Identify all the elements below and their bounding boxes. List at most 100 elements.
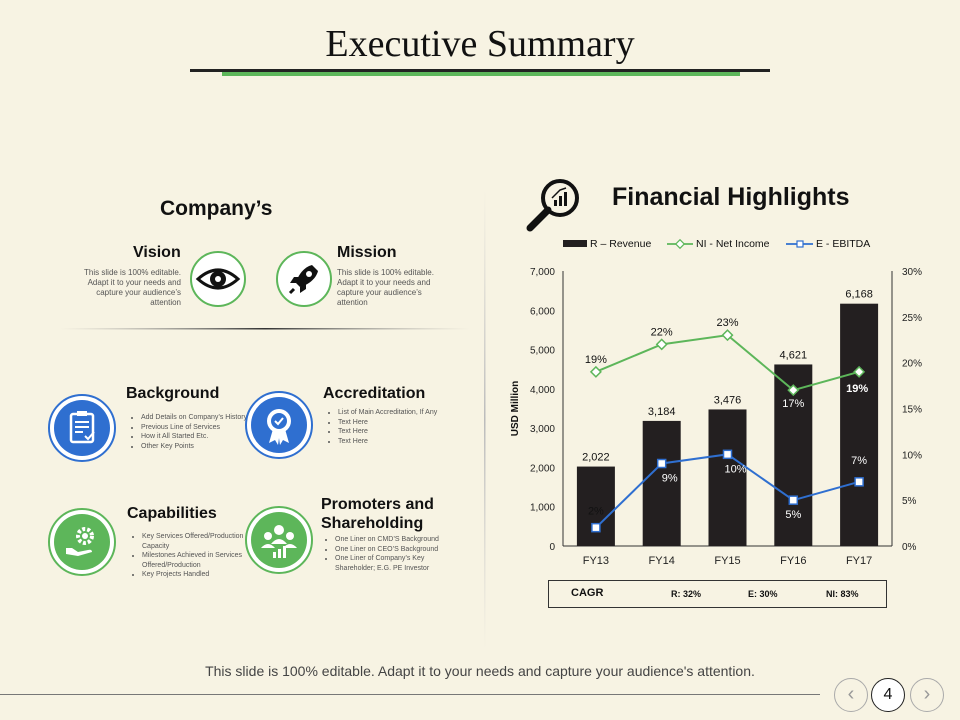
x-tick-label: FY17 <box>846 555 872 567</box>
y-tick-label: 2,000 <box>530 463 555 474</box>
legend-revenue-label: R – Revenue <box>590 238 651 250</box>
footer-line <box>0 694 820 695</box>
list-item: List of Main Accreditation, If Any <box>338 408 450 418</box>
cagr-net-income: NI: 83% <box>826 589 859 599</box>
promoters-title: Promoters and Shareholding <box>321 496 434 532</box>
x-tick-label: FY14 <box>649 555 675 567</box>
list-item: Text Here <box>338 418 450 428</box>
net-income-data-label: 19% <box>846 383 868 395</box>
page-title: Executive Summary <box>325 23 635 65</box>
revenue-bar <box>642 420 681 546</box>
gear-hand-icon <box>54 514 110 570</box>
legend-net-income-label: NI - Net Income <box>696 238 770 250</box>
clipboard-icon <box>54 400 110 456</box>
x-tick-label: FY15 <box>714 555 740 567</box>
revenue-data-label: 3,184 <box>648 406 676 418</box>
prev-button[interactable]: ‹ <box>834 678 868 712</box>
y2-tick-label: 0% <box>902 542 917 553</box>
vertical-divider <box>484 190 486 650</box>
revenue-data-label: 2,022 <box>582 452 610 464</box>
rocket-icon <box>276 251 332 307</box>
revenue-data-label: 3,476 <box>714 394 742 406</box>
ebitda-marker <box>656 458 667 469</box>
legend-revenue-swatch <box>563 240 587 247</box>
y-tick-label: 5,000 <box>530 346 555 357</box>
list-item: One Liner of Company’s Key Shareholder; … <box>335 554 465 573</box>
magnifier-chart-icon <box>522 176 584 232</box>
accreditation-icon-ring <box>245 391 313 459</box>
company-heading: Company’s <box>160 197 273 220</box>
net-income-data-label: 17% <box>782 398 804 410</box>
footer-text: This slide is 100% editable. Adapt it to… <box>205 663 755 679</box>
background-title: Background <box>126 385 220 402</box>
ebitda-data-label: 7% <box>851 455 867 467</box>
y-tick-label: 0 <box>549 542 555 553</box>
y-axis-title: USD Million <box>510 381 521 437</box>
y-tick-label: 7,000 <box>530 267 555 278</box>
background-icon-ring <box>48 394 116 462</box>
ebitda-marker <box>591 522 601 533</box>
cagr-label: CAGR <box>571 587 604 599</box>
accreditation-list: List of Main Accreditation, If Any Text … <box>328 408 450 446</box>
ebitda-data-label: 2% <box>588 506 604 518</box>
y2-tick-label: 15% <box>902 405 922 416</box>
page-number: 4 <box>871 678 905 712</box>
list-item: Text Here <box>338 437 450 447</box>
vision-text: This slide is 100% editable. Adapt it to… <box>84 268 181 307</box>
cagr-box: CAGR R: 32% E: 30% NI: 83% <box>548 580 887 608</box>
net-income-marker <box>721 329 734 342</box>
next-button[interactable]: › <box>910 678 944 712</box>
accreditation-title: Accreditation <box>323 385 426 402</box>
revenue-data-label: 4,621 <box>780 349 808 361</box>
revenue-bar <box>708 409 747 546</box>
list-item: Key Projects Handled <box>142 570 250 580</box>
cagr-revenue: R: 32% <box>671 589 702 599</box>
legend-net-income-marker <box>674 238 686 250</box>
mission-title: Mission <box>337 244 397 261</box>
y-tick-label: 3,000 <box>530 424 555 435</box>
list-item: Text Here <box>338 427 450 437</box>
y-tick-label: 6,000 <box>530 306 555 317</box>
list-item: How it All Started Etc. <box>141 432 249 442</box>
x-tick-label: FY13 <box>583 555 609 567</box>
promoters-icon-ring <box>245 506 313 574</box>
net-income-data-label: 19% <box>585 354 607 366</box>
list-item: Previous Line of Services <box>141 423 249 433</box>
y-tick-label: 1,000 <box>530 503 555 514</box>
ebitda-marker <box>722 449 733 460</box>
ebitda-data-label: 9% <box>662 473 678 485</box>
y2-tick-label: 20% <box>902 359 922 370</box>
vision-title: Vision <box>133 244 181 261</box>
list-item: Add Details on Company’s History <box>141 413 249 423</box>
people-chart-icon <box>251 512 307 568</box>
list-item: Milestones Achieved in Services Offered/… <box>142 551 250 570</box>
capabilities-icon-ring <box>48 508 116 576</box>
list-item: Other Key Points <box>141 442 249 452</box>
net-income-marker <box>589 365 602 378</box>
horizontal-divider <box>60 328 470 330</box>
legend-ebitda-marker <box>796 240 804 248</box>
list-item: Key Services Offered/Production Capacity <box>142 532 250 551</box>
title-underline-accent <box>222 72 740 76</box>
financial-chart: 0 1,000 2,000 3,000 4,000 5,000 6,000 7,000 0% 5%… <box>510 238 922 567</box>
net-income-data-label: 23% <box>716 317 738 329</box>
ebitda-data-label: 10% <box>724 463 746 475</box>
net-income-marker <box>853 365 866 378</box>
revenue-data-label: 6,168 <box>845 289 873 301</box>
revenue-bar <box>576 466 615 546</box>
ebitda-marker <box>788 495 799 505</box>
capabilities-title: Capabilities <box>127 505 217 522</box>
net-income-data-label: 22% <box>651 326 673 338</box>
list-item: One Liner on CMD’S Background <box>335 535 465 545</box>
financial-title: Financial Highlights <box>612 183 850 211</box>
net-income-marker <box>655 338 668 351</box>
ebitda-marker <box>854 477 864 487</box>
award-icon <box>251 397 307 453</box>
title-underline <box>190 69 770 72</box>
revenue-bar <box>840 303 879 546</box>
y2-tick-label: 30% <box>902 267 922 278</box>
legend-ebitda-label: E - EBITDA <box>816 238 870 250</box>
y2-tick-label: 25% <box>902 313 922 324</box>
eye-icon <box>190 251 246 307</box>
y2-tick-label: 10% <box>902 450 922 461</box>
